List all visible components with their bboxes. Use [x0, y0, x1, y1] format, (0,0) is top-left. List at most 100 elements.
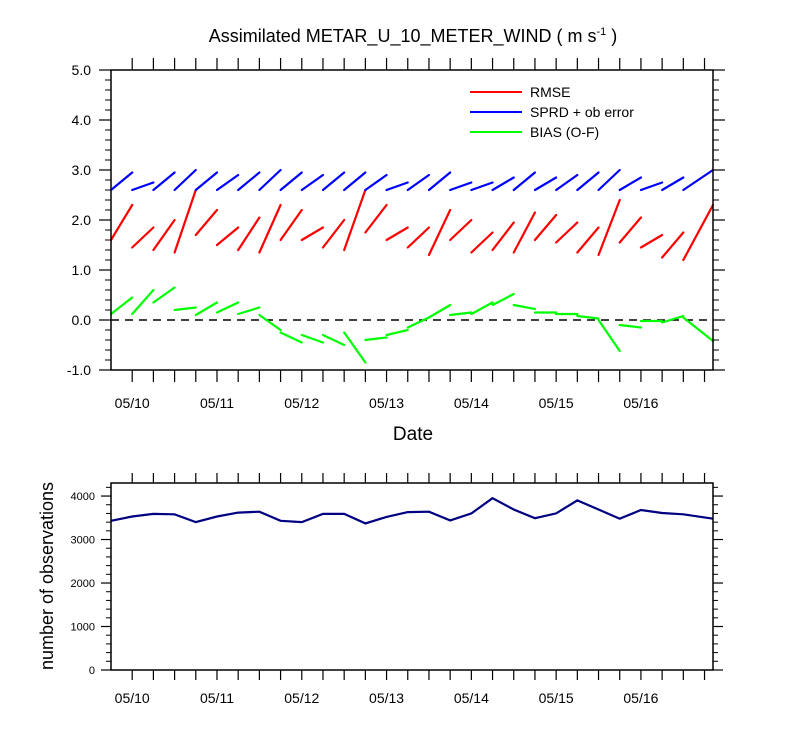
series-rmse [109, 188, 715, 262]
x-tick-label: 05/16 [623, 690, 658, 706]
series-segment [109, 296, 134, 316]
y-tick-label: 0.0 [72, 312, 92, 328]
series-segment [512, 211, 537, 254]
series-segment [215, 173, 240, 192]
top-series [109, 168, 715, 364]
series-segment [449, 218, 473, 242]
y-tick-label: 5.0 [72, 62, 92, 78]
y-tick-label: -1.0 [67, 362, 91, 378]
y-tick-label: 3.0 [72, 162, 92, 178]
x-tick-label: 05/10 [115, 395, 150, 411]
series-segment [343, 331, 367, 364]
series-segment [682, 168, 715, 192]
series-segment [109, 203, 134, 242]
series-segment [406, 316, 431, 329]
series-segment [173, 168, 197, 192]
y-tick-label: 1.0 [72, 262, 92, 278]
series-segment [555, 173, 579, 192]
series-segment [215, 301, 240, 314]
x-tick-label: 05/11 [200, 395, 234, 411]
bottom-ticks [101, 473, 723, 680]
top-y-tick-labels: -1.0 0.0 1.0 2.0 3.0 4.0 5.0 [67, 62, 91, 378]
series-segment [194, 171, 219, 192]
legend: RMSE SPRD + ob error BIAS (O-F) [470, 84, 634, 140]
series-segment [321, 218, 346, 249]
series-segment [427, 208, 452, 257]
series-segment [237, 171, 261, 192]
series-segment [258, 203, 282, 254]
y-tick-label: 4000 [71, 491, 95, 503]
series-segment [343, 188, 367, 252]
y-tick-label: 0 [89, 665, 95, 677]
series-segment [173, 306, 197, 312]
series-segment [194, 208, 219, 237]
series-segment [427, 171, 452, 192]
series-segment [597, 198, 621, 257]
series-segment [449, 181, 473, 192]
y-tick-label: 1000 [71, 622, 95, 634]
series-segment [512, 171, 537, 192]
series-segment [661, 176, 685, 192]
top-x-tick-labels: 05/10 05/11 05/12 05/13 05/14 05/15 05/16 [115, 395, 659, 411]
x-tick-label: 05/12 [284, 395, 319, 411]
x-tick-label: 05/13 [369, 395, 404, 411]
series-segment [173, 188, 197, 254]
series-segment [661, 231, 685, 259]
series-segment [618, 323, 643, 329]
series-segment [364, 173, 388, 192]
series-segment [109, 171, 134, 192]
x-tick-label: 05/12 [284, 690, 319, 706]
bottom-plot-frame [110, 482, 714, 671]
series-segment [279, 208, 303, 242]
series-segment [385, 226, 409, 242]
series-segment [682, 203, 715, 262]
y-axis-label: number of observations [37, 482, 57, 670]
series-segment [131, 226, 155, 249]
series-segment [491, 176, 515, 192]
series-segment [279, 331, 303, 344]
x-tick-label: 05/14 [454, 395, 489, 411]
series-segment [618, 176, 643, 192]
x-tick-label: 05/16 [623, 395, 658, 411]
series-segment [406, 173, 431, 192]
y-tick-label: 2000 [71, 578, 95, 590]
series-segment [364, 203, 388, 234]
series-segment [343, 171, 367, 192]
y-tick-label: 4.0 [72, 112, 92, 128]
y-tick-label: 3000 [71, 535, 95, 547]
series-segment [576, 226, 600, 254]
series-segment [682, 316, 715, 343]
y-tick-label: 2.0 [72, 212, 92, 228]
series-segment [533, 176, 558, 192]
series-segment [152, 171, 176, 192]
series-segment [470, 181, 494, 192]
x-tick-label: 05/15 [539, 690, 574, 706]
series-sprd-ob-error [109, 168, 715, 192]
series-segment [258, 168, 282, 192]
series-segment [406, 226, 431, 249]
series-segment [237, 306, 261, 316]
series-segment [300, 173, 325, 192]
series-segment [639, 181, 664, 192]
series-segment [597, 318, 621, 353]
series-segment [321, 171, 346, 192]
x-tick-label: 05/10 [115, 690, 150, 706]
series-segment [576, 171, 600, 192]
chart-title: Assimilated METAR_U_10_METER_WIND ( m s-… [209, 26, 618, 47]
series-segment [152, 286, 176, 304]
series-segment [533, 213, 558, 242]
series-segment [131, 181, 155, 192]
series-segment [364, 336, 388, 342]
series-segment [470, 301, 494, 316]
top-plot-frame [110, 69, 714, 371]
x-axis-label: Date [393, 424, 433, 445]
series-segment [555, 221, 579, 244]
series-segment [385, 328, 409, 337]
legend-label: SPRD + ob error [530, 104, 634, 120]
series-segment [385, 181, 409, 192]
x-tick-label: 05/11 [200, 690, 234, 706]
top-ticks [99, 58, 725, 382]
series-segment [237, 216, 261, 252]
